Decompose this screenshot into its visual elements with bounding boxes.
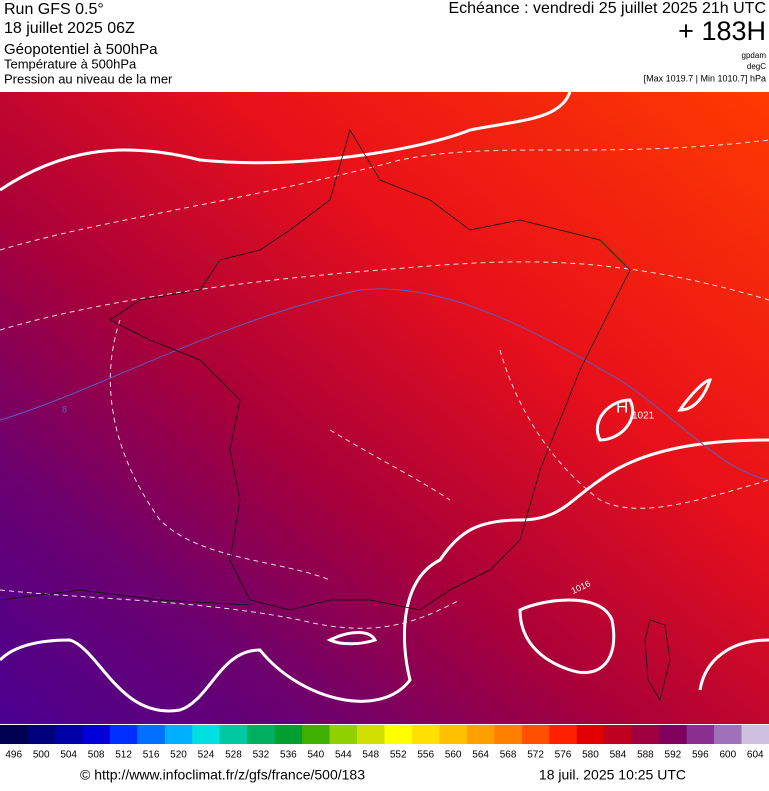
scale-swatch	[302, 725, 331, 744]
isotherm-line	[0, 288, 769, 481]
scale-swatch	[576, 725, 605, 744]
scale-label: 516	[143, 750, 160, 761]
scale-swatch	[54, 725, 83, 744]
scale-swatch	[247, 725, 276, 744]
scale-swatch	[741, 725, 769, 744]
scale-swatch	[466, 725, 495, 744]
scale-swatch	[494, 725, 523, 744]
scale-swatch	[0, 725, 28, 744]
scale-swatch	[109, 725, 138, 744]
scale-label: 524	[198, 750, 215, 761]
scale-label: 588	[637, 750, 654, 761]
scale-label: 548	[362, 750, 379, 761]
scale-label: 528	[225, 750, 242, 761]
scale-swatch	[411, 725, 440, 744]
scale-label: 540	[307, 750, 324, 761]
layer-label: Température à 500hPa	[4, 56, 137, 71]
scale-label: 592	[665, 750, 682, 761]
isobars	[0, 91, 769, 713]
high-pressure-marker: H	[616, 397, 628, 416]
pressure-range: [Max 1019.7 | Min 1010.7] hPa	[644, 73, 766, 83]
scale-swatch	[604, 725, 633, 744]
scale-label: 576	[555, 750, 572, 761]
scale-swatch	[714, 725, 743, 744]
high-pressure-value: 1021	[632, 411, 655, 422]
coastlines	[0, 129, 671, 702]
scale-label: 508	[88, 750, 105, 761]
scale-swatch	[274, 725, 303, 744]
scale-label: 536	[280, 750, 297, 761]
scale-label: 504	[60, 750, 77, 761]
scale-label: 568	[500, 750, 517, 761]
lead-time: + 183H	[678, 16, 766, 46]
scale-label: 512	[115, 750, 132, 761]
scale-label: 532	[253, 750, 270, 761]
source-link[interactable]: © http://www.infoclimat.fr/z/gfs/france/…	[80, 767, 365, 783]
scale-swatch	[219, 725, 248, 744]
scale-swatch	[659, 725, 688, 744]
scale-label: 596	[692, 750, 709, 761]
scale-label: 580	[582, 750, 599, 761]
scale-swatch	[164, 725, 193, 744]
scale-label: 500	[33, 750, 50, 761]
map-field	[0, 92, 769, 724]
scale-swatch	[357, 725, 385, 744]
unit-label: gpdam	[742, 51, 767, 60]
layer-label: Géopotentiel à 500hPa	[4, 41, 158, 58]
run-date: 18 juillet 2025 06Z	[4, 20, 135, 37]
scale-swatch	[82, 725, 111, 744]
isotherm-label: 8	[62, 404, 67, 414]
scale-label: 584	[610, 750, 627, 761]
scale-swatch	[192, 725, 221, 744]
isotherms	[0, 139, 769, 629]
scale-swatch	[27, 725, 56, 744]
scale-label: 572	[527, 750, 544, 761]
scale-label: 600	[719, 750, 736, 761]
layer-label: Pression au niveau de la mer	[4, 71, 173, 86]
scale-swatch	[686, 725, 715, 744]
scale-swatch	[521, 725, 550, 744]
scale-swatch	[631, 725, 660, 744]
scale-label: 496	[5, 750, 22, 761]
scale-swatch	[549, 725, 578, 744]
scale-label: 564	[472, 750, 489, 761]
unit-label: degC	[747, 62, 766, 71]
scale-swatch	[329, 725, 358, 744]
valid-time: Echéance : vendredi 25 juillet 2025 21h …	[448, 0, 766, 17]
scale-label: 556	[417, 750, 434, 761]
run-label: Run GFS 0.5°	[4, 1, 104, 18]
scale-swatch	[137, 725, 166, 744]
scale-label: 604	[747, 750, 764, 761]
scale-swatch	[439, 725, 468, 744]
scale-label: 520	[170, 750, 187, 761]
scale-swatch	[384, 725, 413, 744]
scale-label: 552	[390, 750, 407, 761]
scale-label: 560	[445, 750, 462, 761]
generated-time: 18 juil. 2025 10:25 UTC	[539, 767, 686, 783]
scale-label: 544	[335, 750, 352, 761]
